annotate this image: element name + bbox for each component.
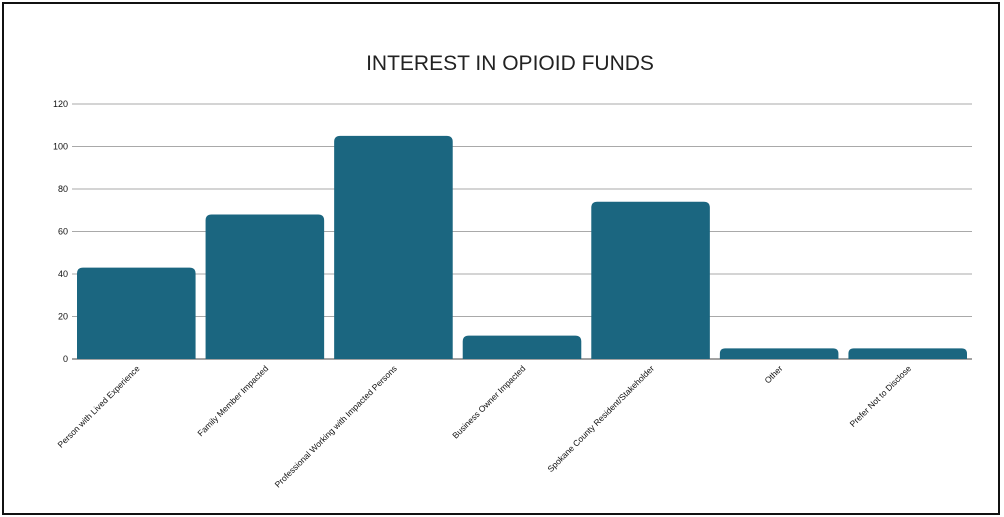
bars [77, 135, 967, 359]
x-tick-label: Other [762, 363, 784, 385]
bar [848, 348, 967, 359]
x-tick-label: Prefer Not to Disclose [848, 363, 914, 429]
x-tick-label: Professional Working with Impacted Perso… [273, 363, 399, 489]
y-tick-label: 60 [58, 227, 68, 237]
x-tick-label: Spokane County Resident/Stakeholder [545, 363, 656, 474]
y-tick-label: 80 [58, 184, 68, 194]
y-tick-label: 40 [58, 269, 68, 279]
x-tick-label: Person with Lived Experience [55, 363, 141, 449]
bar [591, 201, 710, 359]
y-axis-ticks: 0 20 40 60 80 100 120 [53, 99, 68, 364]
bar [205, 214, 325, 359]
chart-title: INTEREST IN OPIOID FUNDS [366, 52, 654, 75]
y-tick-label: 20 [58, 312, 68, 322]
x-tick-label: Business Owner Impacted [450, 363, 527, 440]
bar [334, 135, 453, 359]
x-axis-ticks: Person with Lived Experience Family Membe… [55, 363, 913, 489]
y-tick-label: 100 [53, 142, 68, 152]
x-tick-label: Family Member Impacted [195, 363, 270, 438]
bar [77, 267, 196, 359]
bar [462, 335, 582, 359]
y-tick-label: 120 [53, 99, 68, 109]
bar [719, 348, 839, 359]
y-tick-label: 0 [63, 354, 68, 364]
